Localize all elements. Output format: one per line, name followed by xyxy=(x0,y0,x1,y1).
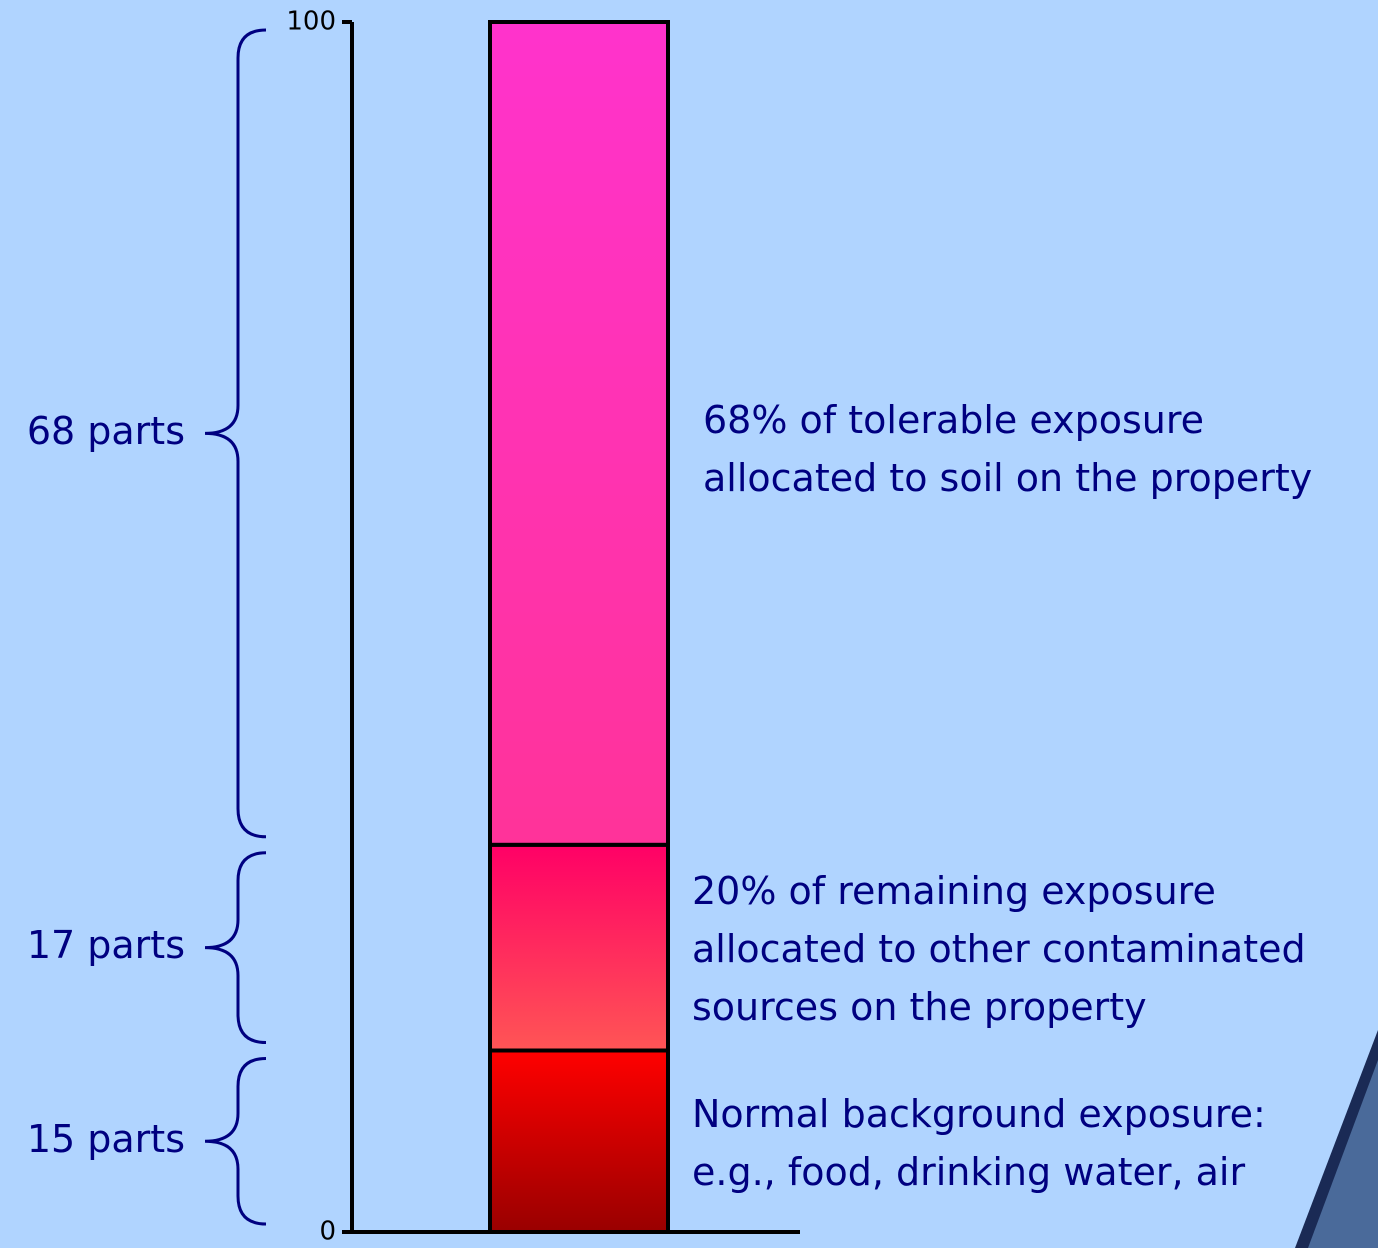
brace xyxy=(205,853,266,1043)
segment-label: 17 parts xyxy=(27,923,185,967)
segment-description: 68% of tolerable exposure xyxy=(703,398,1204,442)
segment-description: Normal background exposure: xyxy=(692,1092,1266,1136)
segment-description: allocated to other contaminated xyxy=(692,927,1306,971)
bar-segment xyxy=(490,845,668,1051)
segment-description: e.g., food, drinking water, air xyxy=(692,1150,1245,1194)
segment-description: allocated to soil on the property xyxy=(703,456,1312,500)
page: {"chart_data": { "type": "stacked_bar", … xyxy=(0,0,1378,1248)
chart: 0 100 15 parts Normal background exposure: e… xyxy=(0,0,1378,1248)
brace xyxy=(205,30,266,837)
brace xyxy=(205,1059,266,1225)
segment-label: 68 parts xyxy=(27,409,185,453)
bar-segment xyxy=(490,1051,668,1233)
y-tick-label: 0 xyxy=(319,1217,336,1247)
y-tick-label: 100 xyxy=(286,7,336,37)
segment-label: 15 parts xyxy=(27,1117,185,1161)
segment-description: 20% of remaining exposure xyxy=(692,869,1216,913)
segment-description: sources on the property xyxy=(692,985,1147,1029)
bar-segment xyxy=(490,22,668,845)
